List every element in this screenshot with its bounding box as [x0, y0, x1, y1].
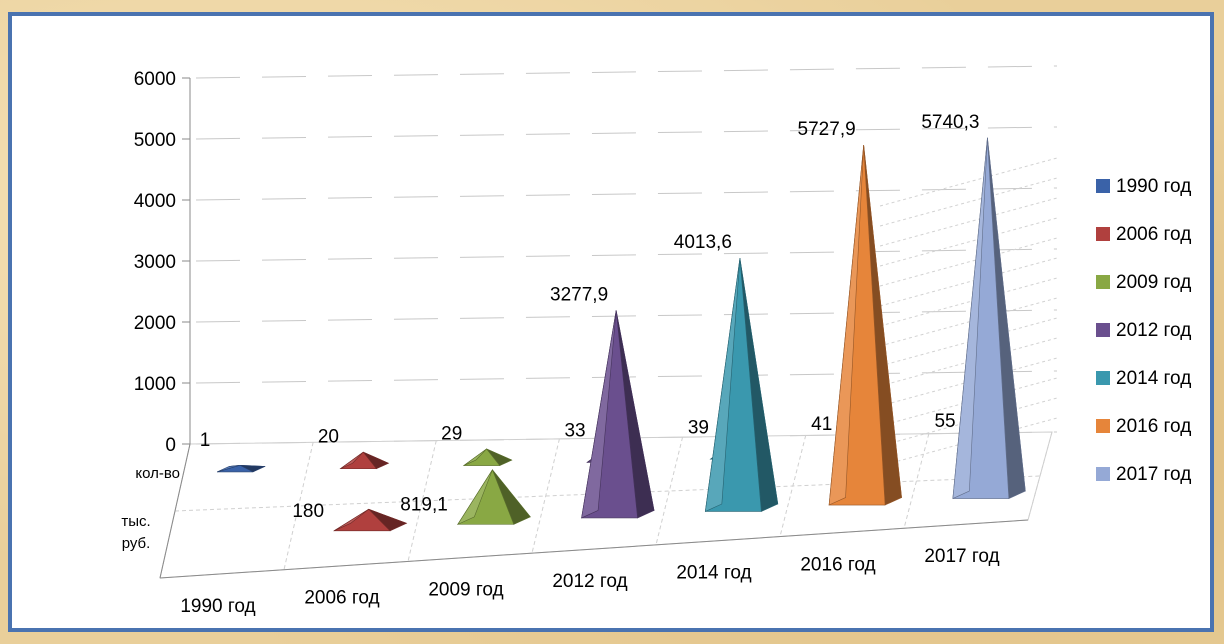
data-label-count: 41 — [811, 414, 832, 435]
data-label-count: 29 — [441, 424, 462, 445]
legend-label: 2016 год — [1116, 416, 1191, 437]
category-axis-line — [159, 519, 1029, 579]
data-label-count: 33 — [564, 420, 585, 441]
data-label-thousand-rub: 3277,9 — [550, 284, 608, 305]
data-label-count: 55 — [934, 411, 955, 432]
bar-rub-2016 год — [828, 145, 902, 506]
back-wall-gridline — [195, 187, 1058, 201]
legend-label: 2009 год — [1116, 272, 1191, 293]
y-tick-label: 6000 — [134, 69, 176, 90]
series-label-rub-line1: тыс. — [121, 513, 150, 530]
category-label: 1990 год — [180, 596, 255, 617]
side-wall-gridline — [879, 217, 1058, 267]
category-label: 2006 год — [304, 588, 379, 609]
legend-label: 2017 год — [1116, 464, 1191, 485]
back-wall-gridline — [195, 65, 1058, 79]
floor-gridline — [1027, 431, 1053, 521]
back-wall-gridline — [195, 309, 1058, 323]
y-tick-label: 5000 — [134, 130, 176, 151]
chart-bars — [216, 137, 1026, 532]
legend-swatch — [1096, 179, 1110, 193]
bar-rub-2009 год — [457, 469, 531, 526]
data-label-count: 1 — [200, 430, 211, 451]
category-label: 2016 год — [800, 554, 875, 575]
series-axis-labels: кол-во тыс. руб. — [121, 465, 180, 552]
chart-legend: 1990 год 2006 год 2009 год 2012 год 2014 год… — [1096, 176, 1191, 485]
data-label-thousand-rub: 5727,9 — [798, 119, 856, 140]
depth-axis-line — [159, 443, 191, 579]
legend-label: 2014 год — [1116, 368, 1191, 389]
legend-swatch — [1096, 467, 1110, 481]
data-label-thousand-rub: 180 — [292, 501, 324, 522]
floor-gridline — [655, 437, 684, 545]
category-axis-labels: 1990 год 2006 год 2009 год 2012 год 2014 год… — [180, 546, 999, 617]
side-wall-gridline — [879, 197, 1058, 247]
y-tick-label: 4000 — [134, 191, 176, 212]
bar-rub-2012 год — [581, 310, 655, 519]
series-label-rub-line2: руб. — [122, 535, 151, 552]
side-wall-gridline — [879, 277, 1058, 327]
side-wall-gridline — [879, 257, 1058, 307]
legend-swatch — [1096, 275, 1110, 289]
series-label-count: кол-во — [135, 465, 180, 482]
data-label-thousand-rub: 4013,6 — [674, 232, 732, 253]
bar-rub-2017 год — [952, 137, 1026, 500]
floor-gridline — [283, 442, 314, 570]
bar-rub-2006 год — [332, 508, 408, 532]
legend-swatch — [1096, 323, 1110, 337]
chart-svg: 0 1000 2000 3000 4000 5000 6000 кол-во тыс. руб.… — [121, 65, 1191, 617]
data-label-count: 20 — [318, 427, 339, 448]
y-tick-label: 0 — [165, 435, 176, 456]
legend-swatch — [1096, 371, 1110, 385]
data-labels: 1 20 180 29 819,1 33 3277,9 39 4013,6 41 5727,9 55 5… — [200, 112, 980, 522]
bar-count-2009 год — [462, 448, 513, 466]
back-wall-gridline — [195, 248, 1058, 262]
category-label: 2014 год — [676, 563, 751, 584]
side-wall-gridline — [879, 237, 1058, 287]
side-wall-gridline — [879, 297, 1058, 347]
chart-frame: 0 1000 2000 3000 4000 5000 6000 кол-во тыс. руб.… — [8, 12, 1214, 632]
bar-count-2006 год — [339, 451, 390, 470]
category-label: 2012 год — [552, 571, 627, 592]
y-tick-label: 2000 — [134, 313, 176, 334]
data-label-count: 39 — [688, 417, 709, 438]
floor-gridline — [903, 433, 930, 529]
legend-label: 2006 год — [1116, 224, 1191, 245]
data-label-thousand-rub: 5740,3 — [921, 112, 979, 133]
bar-rub-2014 год — [704, 258, 779, 512]
y-tick-label: 3000 — [134, 252, 176, 273]
bar-count-1990 год — [216, 464, 266, 473]
category-label: 2017 год — [924, 546, 999, 567]
y-tick-label: 1000 — [134, 374, 176, 395]
back-wall-gridline — [195, 126, 1058, 140]
category-label: 2009 год — [428, 579, 503, 600]
legend-label: 1990 год — [1116, 176, 1191, 197]
data-label-thousand-rub: 819,1 — [400, 494, 448, 515]
legend-label: 2012 год — [1116, 320, 1191, 341]
y-axis-ticks: 0 1000 2000 3000 4000 5000 6000 — [134, 69, 190, 456]
side-wall-gridline — [879, 157, 1058, 207]
legend-swatch — [1096, 419, 1110, 433]
side-wall-gridline — [879, 177, 1058, 227]
legend-swatch — [1096, 227, 1110, 241]
